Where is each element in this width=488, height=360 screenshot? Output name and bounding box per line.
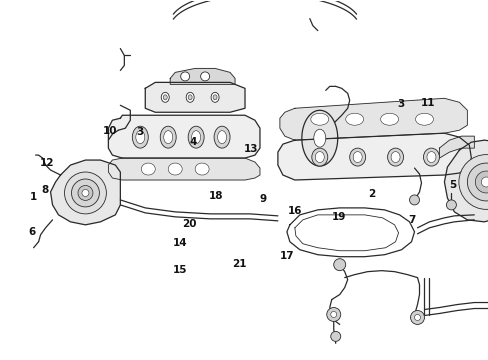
Text: 20: 20 — [182, 219, 196, 229]
Ellipse shape — [345, 113, 363, 125]
Ellipse shape — [186, 92, 194, 102]
Ellipse shape — [311, 148, 327, 166]
Circle shape — [446, 200, 455, 210]
Ellipse shape — [213, 95, 217, 100]
Text: 11: 11 — [420, 98, 435, 108]
Circle shape — [408, 195, 419, 205]
Circle shape — [410, 310, 424, 324]
Ellipse shape — [423, 148, 439, 166]
Polygon shape — [277, 133, 470, 180]
Text: 9: 9 — [259, 194, 266, 204]
Ellipse shape — [188, 95, 192, 100]
Ellipse shape — [426, 152, 435, 163]
Polygon shape — [108, 158, 260, 180]
Text: 16: 16 — [287, 206, 302, 216]
Ellipse shape — [211, 92, 219, 102]
Ellipse shape — [78, 185, 93, 201]
Ellipse shape — [415, 113, 432, 125]
Ellipse shape — [458, 154, 488, 210]
Polygon shape — [279, 98, 467, 140]
Text: 12: 12 — [40, 158, 55, 168]
Ellipse shape — [188, 126, 203, 148]
Polygon shape — [439, 136, 473, 158]
Ellipse shape — [168, 163, 182, 175]
Ellipse shape — [160, 126, 176, 148]
Text: 13: 13 — [243, 144, 258, 154]
Ellipse shape — [163, 95, 167, 100]
Ellipse shape — [390, 152, 399, 163]
Text: 7: 7 — [407, 215, 414, 225]
Ellipse shape — [315, 152, 324, 163]
Ellipse shape — [141, 163, 155, 175]
Polygon shape — [444, 140, 488, 222]
Ellipse shape — [352, 152, 362, 163]
Ellipse shape — [310, 113, 328, 125]
Ellipse shape — [136, 131, 144, 144]
Text: 5: 5 — [448, 180, 455, 190]
Ellipse shape — [195, 163, 209, 175]
Ellipse shape — [161, 92, 169, 102]
Text: 21: 21 — [231, 259, 246, 269]
Circle shape — [330, 332, 340, 341]
Ellipse shape — [191, 131, 200, 144]
Polygon shape — [301, 110, 337, 166]
Ellipse shape — [180, 72, 189, 81]
Ellipse shape — [480, 177, 488, 187]
Text: 17: 17 — [279, 251, 294, 261]
Text: 18: 18 — [208, 191, 223, 201]
Text: 3: 3 — [136, 127, 143, 137]
Ellipse shape — [132, 126, 148, 148]
Polygon shape — [108, 115, 260, 158]
Text: 1: 1 — [30, 192, 37, 202]
Text: 2: 2 — [367, 189, 374, 199]
Circle shape — [326, 307, 340, 321]
Ellipse shape — [82, 189, 89, 197]
Text: 3: 3 — [396, 99, 404, 109]
Text: 10: 10 — [103, 126, 118, 136]
Ellipse shape — [200, 72, 209, 81]
Circle shape — [414, 315, 420, 320]
Text: 19: 19 — [331, 212, 345, 222]
Ellipse shape — [71, 179, 99, 207]
Ellipse shape — [217, 131, 226, 144]
Polygon shape — [50, 160, 120, 225]
Text: 4: 4 — [189, 137, 197, 147]
Text: 14: 14 — [173, 238, 187, 248]
Ellipse shape — [467, 163, 488, 201]
Ellipse shape — [214, 126, 229, 148]
Ellipse shape — [349, 148, 365, 166]
Text: 8: 8 — [41, 185, 48, 195]
Circle shape — [333, 259, 345, 271]
Ellipse shape — [163, 131, 172, 144]
Polygon shape — [170, 68, 235, 84]
Ellipse shape — [387, 148, 403, 166]
Polygon shape — [145, 82, 244, 112]
Text: 15: 15 — [173, 265, 187, 275]
Ellipse shape — [380, 113, 398, 125]
Ellipse shape — [474, 171, 488, 193]
Ellipse shape — [64, 172, 106, 214]
Ellipse shape — [313, 129, 325, 147]
Circle shape — [330, 311, 336, 318]
Text: 6: 6 — [28, 227, 35, 237]
